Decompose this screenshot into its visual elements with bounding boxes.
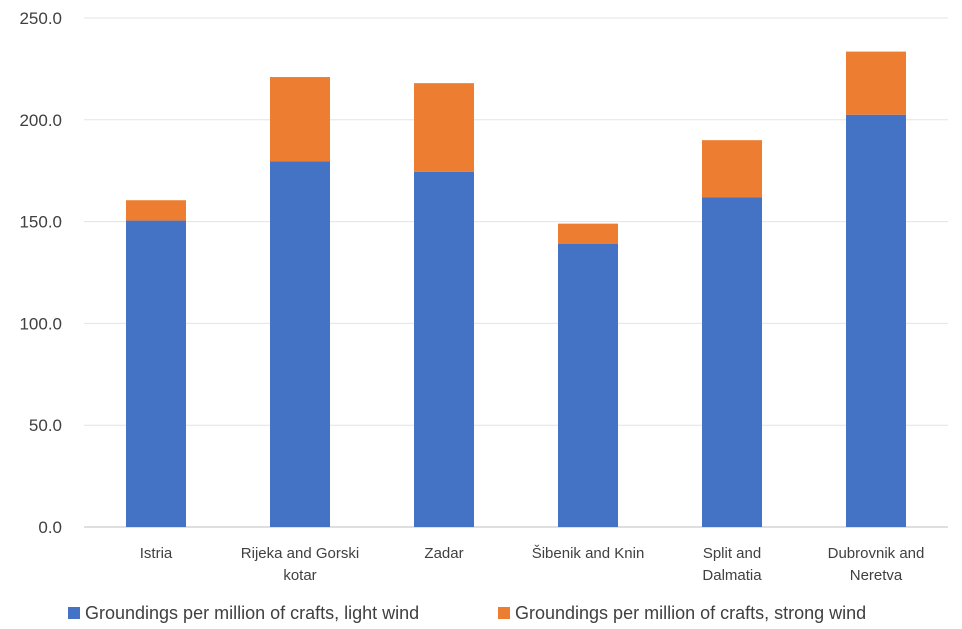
bars (126, 51, 906, 528)
y-tick-label: 0.0 (38, 518, 62, 537)
y-tick-label: 250.0 (19, 9, 62, 28)
x-category-label: Šibenik and Knin (532, 545, 645, 562)
x-category-label: Dubrovnik and (828, 545, 925, 562)
x-category-label: Dalmatia (702, 567, 762, 584)
x-category-label: kotar (283, 567, 316, 584)
x-category-label: Rijeka and Gorski (241, 545, 359, 562)
y-tick-label: 100.0 (19, 314, 62, 333)
legend: Groundings per million of crafts, light … (68, 603, 866, 623)
bar-segment-strong-wind (846, 51, 906, 115)
y-tick-label: 200.0 (19, 111, 62, 130)
bar-segment-strong-wind (414, 83, 474, 172)
bar-segment-light-wind (846, 114, 906, 528)
y-tick-label: 50.0 (29, 416, 62, 435)
bar-segment-strong-wind (126, 200, 186, 221)
legend-label: Groundings per million of crafts, strong… (515, 603, 866, 623)
bar-segment-light-wind (702, 197, 762, 527)
y-axis-tick-labels: 0.0 50.0 100.0 150.0 200.0 250.0 (19, 9, 62, 537)
x-axis-category-labels: Istria Rijeka and Gorski kotar Zadar Šibenik… (140, 545, 925, 584)
y-tick-label: 150.0 (19, 213, 62, 232)
bar-segment-light-wind (558, 243, 618, 527)
legend-swatch (68, 607, 80, 619)
x-category-label: Split and (703, 545, 761, 562)
x-category-label: Istria (140, 545, 173, 562)
bar-segment-light-wind (126, 220, 186, 527)
x-category-label: Zadar (424, 545, 463, 562)
bar-segment-strong-wind (270, 77, 330, 162)
bar-segment-light-wind (270, 161, 330, 527)
x-category-label: Neretva (850, 567, 903, 584)
bar-segment-strong-wind (702, 140, 762, 198)
bar-segment-strong-wind (558, 223, 618, 244)
legend-swatch (498, 607, 510, 619)
legend-label: Groundings per million of crafts, light … (85, 603, 419, 623)
bar-segment-light-wind (414, 171, 474, 527)
gridlines (84, 17, 948, 528)
